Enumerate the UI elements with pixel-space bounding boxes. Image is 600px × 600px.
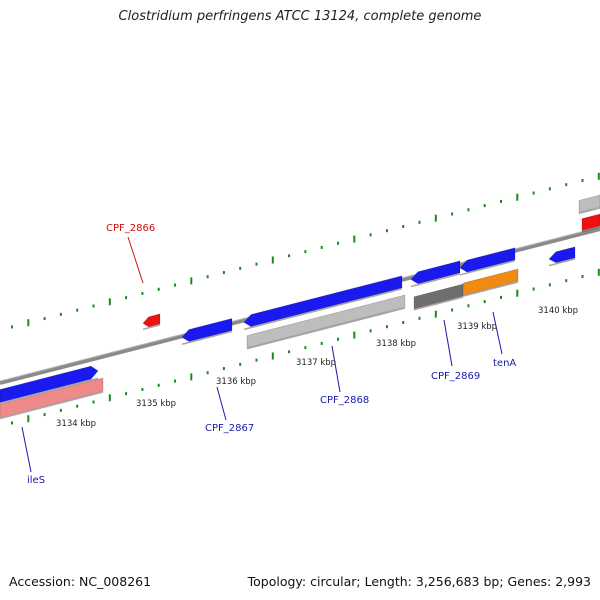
lower-ruler-ticks	[11, 268, 600, 425]
leader-line	[331, 345, 341, 393]
gene-label[interactable]: tenA	[493, 358, 516, 369]
ruler-label: 3139 kbp	[457, 322, 497, 332]
leader-line	[492, 311, 503, 355]
ruler-label: 3137 kbp	[296, 358, 336, 368]
gene-cpf2866	[142, 313, 161, 328]
ruler-label: 3134 kbp	[56, 419, 96, 429]
gene-features	[0, 194, 600, 420]
gene-small-blue	[548, 246, 576, 264]
gene-cpf2867-shadow	[181, 330, 233, 346]
gene-label[interactable]: CPF_2866	[106, 223, 155, 234]
gene-red-edge	[581, 213, 600, 232]
gene-upstream-blue	[459, 247, 516, 273]
gene-tenA-shadow	[462, 281, 519, 297]
ruler-label: 3138 kbp	[376, 339, 416, 349]
leader-line	[216, 386, 227, 421]
gene-cpf2867	[181, 318, 233, 342]
gene-small-blue-shadow	[548, 258, 576, 267]
gene-ileS	[0, 365, 99, 403]
label-leader-lines	[21, 236, 503, 473]
gene-cpf2866-shadow	[142, 324, 161, 331]
gene-pink-bar	[0, 377, 104, 418]
genome-stats-text: Topology: circular; Length: 3,256,683 bp…	[247, 574, 591, 589]
gene-label[interactable]: CPF_2867	[205, 423, 254, 434]
gene-cpf2868-shadow	[246, 307, 406, 350]
gene-upstream-blue-shadow	[459, 260, 516, 276]
gene-label[interactable]: CPF_2869	[431, 371, 480, 382]
gene-labels: ileS CPF_2867 CPF_2868 CPF_2869 tenA CPF_2866	[27, 223, 516, 486]
gene-cpf2869-upstream	[410, 260, 461, 285]
gene-label[interactable]: CPF_2868	[320, 395, 369, 406]
gene-label[interactable]: ileS	[27, 475, 45, 486]
gene-cpf2869	[413, 283, 464, 310]
leader-line	[443, 319, 453, 367]
gene-tenA	[462, 268, 519, 296]
ruler-label: 3136 kbp	[216, 377, 256, 387]
gene-cpf2869-upstream-shadow	[410, 273, 461, 288]
ruler-label: 3140 kbp	[538, 306, 578, 316]
ruler-label: 3135 kbp	[136, 399, 176, 409]
gene-gray-edge-shadow	[578, 207, 600, 215]
gene-pink-bar-shadow	[0, 391, 104, 420]
gene-ileS-shadow	[0, 377, 99, 405]
leader-line	[21, 426, 32, 473]
ruler-labels: 3134 kbp 3135 kbp 3136 kbp 3137 kbp 3138 kbp…	[56, 306, 578, 429]
gene-red-edge-shadow	[581, 226, 600, 233]
gene-gray-edge	[578, 194, 600, 213]
gene-cpf2868-upstream	[243, 275, 403, 327]
upper-ruler-ticks	[11, 172, 600, 329]
gene-cpf2869-shadow	[413, 296, 464, 311]
gene-cpf2868	[246, 294, 406, 348]
leader-line	[127, 236, 144, 284]
accession-text: Accession: NC_008261	[9, 574, 152, 589]
gene-cpf2868-upstream-shadow	[243, 288, 403, 331]
map-title: Clostridium perfringens ATCC 13124, comp…	[118, 9, 482, 24]
